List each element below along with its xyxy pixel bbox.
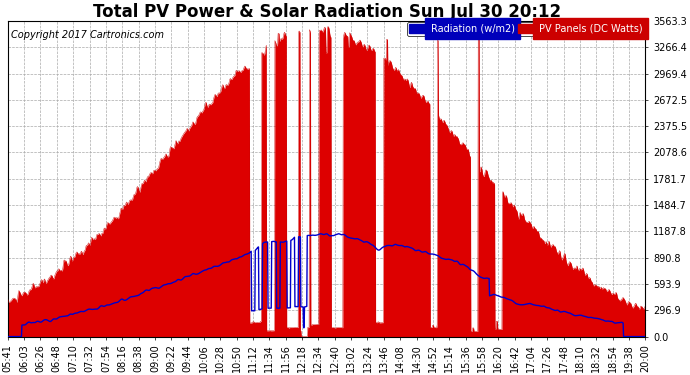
Text: Copyright 2017 Cartronics.com: Copyright 2017 Cartronics.com [11,30,164,40]
Title: Total PV Power & Solar Radiation Sun Jul 30 20:12: Total PV Power & Solar Radiation Sun Jul… [92,3,561,21]
Legend: Radiation (w/m2), PV Panels (DC Watts): Radiation (w/m2), PV Panels (DC Watts) [407,22,644,36]
